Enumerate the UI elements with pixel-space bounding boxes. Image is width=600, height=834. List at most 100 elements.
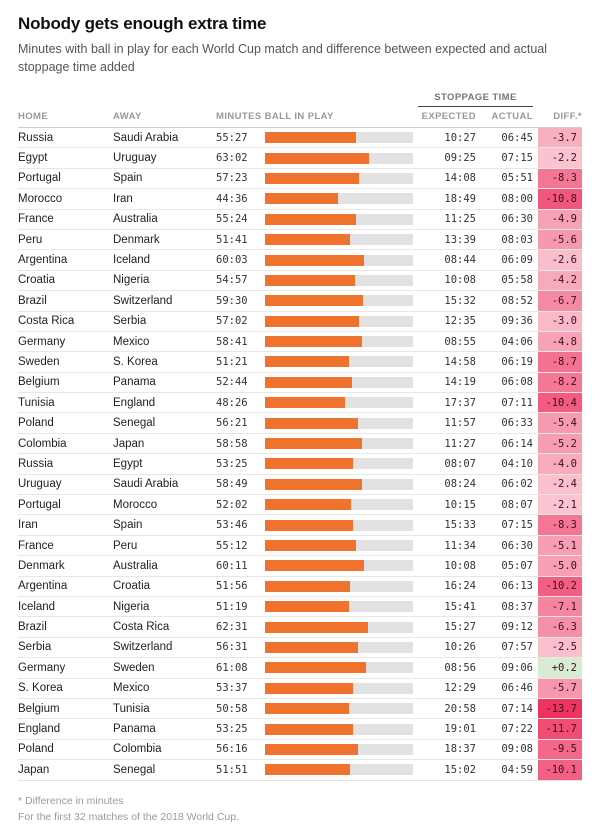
home-cell: Denmark xyxy=(18,559,65,572)
table-row: Colombia Japan 58:58 11:27 06:14 -5.2 xyxy=(18,432,582,454)
away-cell: Spain xyxy=(113,519,143,532)
minutes-cell: 51:56 xyxy=(216,580,248,593)
actual-cell: 08:00 xyxy=(501,192,533,205)
minutes-bar xyxy=(265,315,413,327)
away-cell: Serbia xyxy=(113,315,147,328)
table-row: Russia Egypt 53:25 08:07 04:10 -4.0 xyxy=(18,453,582,474)
minutes-cell: 57:02 xyxy=(216,315,248,328)
away-cell: Colombia xyxy=(113,743,162,756)
expected-cell: 14:19 xyxy=(444,376,476,389)
minutes-bar-fill xyxy=(265,499,351,511)
minutes-bar xyxy=(265,519,413,531)
minutes-bar xyxy=(265,723,413,735)
table-row: Argentina Croatia 51:56 16:24 06:13 -10.… xyxy=(18,575,582,596)
actual-cell: 08:07 xyxy=(501,498,533,511)
minutes-cell: 48:26 xyxy=(216,396,248,409)
minutes-bar-fill xyxy=(265,132,357,144)
expected-cell: 15:33 xyxy=(444,519,476,532)
actual-cell: 07:57 xyxy=(501,641,533,654)
away-cell: Saudi Arabia xyxy=(113,478,179,491)
away-cell: S. Korea xyxy=(113,355,158,368)
minutes-cell: 58:41 xyxy=(216,335,248,348)
away-cell: Costa Rica xyxy=(113,621,170,634)
minutes-bar xyxy=(265,193,413,205)
minutes-bar xyxy=(265,417,413,429)
footnote-matches: For the first 32 matches of the 2018 Wor… xyxy=(18,811,239,824)
minutes-cell: 53:46 xyxy=(216,519,248,532)
diff-cell: -4.9 xyxy=(538,209,582,229)
actual-cell: 04:10 xyxy=(501,457,533,470)
minutes-cell: 63:02 xyxy=(216,152,248,165)
minutes-bar-fill xyxy=(265,336,362,348)
away-cell: Panama xyxy=(113,723,156,736)
diff-cell: -5.7 xyxy=(538,678,582,698)
away-cell: Senegal xyxy=(113,417,156,430)
table-row: Serbia Switzerland 56:31 10:26 07:57 -2.… xyxy=(18,636,582,658)
expected-cell: 09:25 xyxy=(444,152,476,165)
home-cell: Portugal xyxy=(18,172,61,185)
expected-cell: 10:26 xyxy=(444,641,476,654)
expected-cell: 20:58 xyxy=(444,702,476,715)
minutes-bar-fill xyxy=(265,478,362,490)
expected-cell: 13:39 xyxy=(444,233,476,246)
actual-cell: 06:13 xyxy=(501,580,533,593)
expected-cell: 15:32 xyxy=(444,294,476,307)
expected-cell: 15:27 xyxy=(444,621,476,634)
minutes-bar-fill xyxy=(265,519,354,531)
diff-cell: -13.7 xyxy=(538,698,582,719)
table-row: Poland Senegal 56:21 11:57 06:33 -5.4 xyxy=(18,412,582,433)
away-cell: Nigeria xyxy=(113,274,150,287)
minutes-bar-fill xyxy=(265,764,351,776)
table-row: Tunisia England 48:26 17:37 07:11 -10.4 xyxy=(18,392,582,413)
minutes-bar xyxy=(265,152,413,164)
actual-cell: 06:45 xyxy=(501,131,533,144)
away-cell: Mexico xyxy=(113,682,150,695)
minutes-bar-fill xyxy=(265,152,369,164)
minutes-cell: 53:25 xyxy=(216,457,248,470)
chart-title: Nobody gets enough extra time xyxy=(18,14,267,33)
expected-cell: 18:37 xyxy=(444,743,476,756)
table-row: Uruguay Saudi Arabia 58:49 08:24 06:02 -… xyxy=(18,473,582,495)
minutes-bar-fill xyxy=(265,376,352,388)
home-cell: Uruguay xyxy=(18,478,62,491)
expected-cell: 10:08 xyxy=(444,559,476,572)
expected-cell: 18:49 xyxy=(444,192,476,205)
table-row: Portugal Morocco 52:02 10:15 08:07 -2.1 xyxy=(18,494,582,515)
home-cell: Iceland xyxy=(18,600,56,613)
actual-cell: 09:06 xyxy=(501,661,533,674)
expected-cell: 14:58 xyxy=(444,355,476,368)
expected-cell: 10:08 xyxy=(444,274,476,287)
expected-cell: 12:29 xyxy=(444,682,476,695)
minutes-bar xyxy=(265,336,413,348)
minutes-bar xyxy=(265,356,413,368)
minutes-bar xyxy=(265,213,413,225)
minutes-cell: 56:16 xyxy=(216,743,248,756)
minutes-bar xyxy=(265,397,413,409)
table-header: HOME AWAY MINUTES BALL IN PLAY EXPECTED … xyxy=(18,111,582,128)
diff-cell: -2.1 xyxy=(538,495,582,515)
expected-cell: 10:27 xyxy=(444,131,476,144)
minutes-bar xyxy=(265,499,413,511)
expected-cell: 12:35 xyxy=(444,315,476,328)
footnotes: * Difference in minutes For the first 32… xyxy=(18,793,582,827)
away-cell: Morocco xyxy=(113,498,158,511)
minutes-cell: 58:58 xyxy=(216,437,248,450)
actual-cell: 08:03 xyxy=(501,233,533,246)
minutes-bar-fill xyxy=(265,274,356,286)
table-row: Morocco Iran 44:36 18:49 08:00 -10.8 xyxy=(18,188,582,209)
expected-cell: 11:27 xyxy=(444,437,476,450)
diff-cell: +0.2 xyxy=(538,658,582,678)
expected-cell: 14:08 xyxy=(444,172,476,185)
table-row: Sweden S. Korea 51:21 14:58 06:19 -8.7 xyxy=(18,351,582,372)
home-cell: Serbia xyxy=(18,641,52,654)
away-cell: Nigeria xyxy=(113,600,150,613)
actual-cell: 06:08 xyxy=(501,376,533,389)
diff-cell: -5.0 xyxy=(538,556,582,576)
table-row: Brazil Switzerland 59:30 15:32 08:52 -6.… xyxy=(18,290,582,311)
minutes-cell: 50:58 xyxy=(216,702,248,715)
minutes-bar-fill xyxy=(265,234,350,246)
diff-cell: -2.2 xyxy=(538,148,582,168)
home-cell: Tunisia xyxy=(18,396,55,409)
home-cell: Morocco xyxy=(18,192,63,205)
minutes-cell: 51:51 xyxy=(216,763,248,776)
